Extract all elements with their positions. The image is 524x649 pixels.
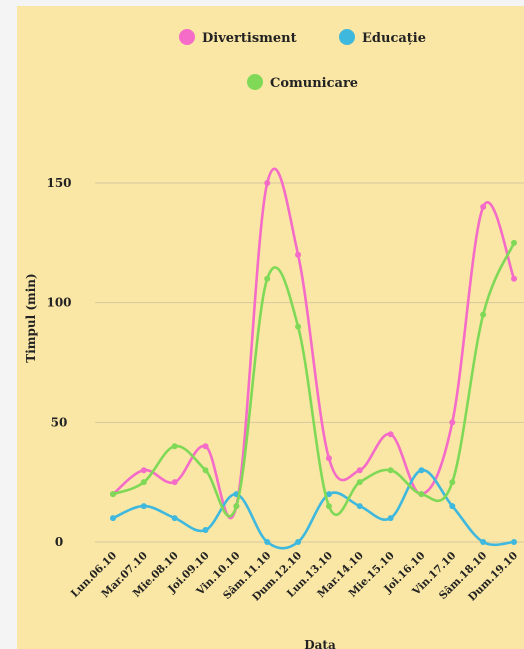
- data-point: [140, 479, 147, 486]
- data-point: [387, 515, 394, 522]
- series-line-educa-ie: [111, 468, 516, 550]
- data-point: [264, 539, 271, 545]
- data-point: [449, 479, 456, 486]
- data-point: [511, 539, 517, 545]
- y-tick-label: 0: [55, 535, 63, 549]
- data-point: [110, 491, 116, 498]
- data-point: [356, 503, 363, 510]
- y-tick-label: 50: [51, 415, 68, 429]
- series-comunicare: [110, 239, 517, 518]
- data-point: [356, 479, 363, 486]
- legend-item-divertisment: Divertisment: [179, 29, 297, 46]
- data-point: [171, 443, 178, 450]
- data-point: [295, 251, 302, 258]
- x-axis-ticks: Lun.06.10Mar.07.10Mie.08.10Joi.09.10Vin.…: [69, 550, 520, 604]
- legend-swatch: [247, 74, 263, 90]
- data-point: [171, 515, 178, 522]
- series-line-comunicare: [111, 241, 516, 518]
- data-point: [264, 180, 271, 186]
- data-point: [418, 467, 425, 474]
- chart-card: Divertisment Educație Comunicare 0 50 100 150…: [17, 6, 524, 649]
- y-tick-label: 100: [46, 296, 71, 310]
- y-tick-label: 150: [46, 176, 71, 190]
- data-point: [449, 503, 456, 510]
- legend-label: Comunicare: [270, 76, 358, 91]
- series-divertisment: [110, 167, 517, 520]
- data-point: [356, 467, 363, 474]
- data-point: [202, 527, 209, 534]
- data-point: [325, 455, 332, 462]
- data-point: [202, 467, 209, 474]
- legend-label: Divertisment: [202, 31, 297, 46]
- data-point: [295, 539, 302, 545]
- series-layer: [110, 167, 517, 550]
- series-line-divertisment: [111, 167, 516, 520]
- grid-lines: [95, 182, 524, 543]
- legend-label: Educație: [362, 31, 426, 46]
- legend-item-educa-ie: Educație: [339, 29, 426, 46]
- data-point: [202, 443, 209, 450]
- data-point: [387, 431, 394, 438]
- data-point: [418, 491, 425, 498]
- data-point: [511, 275, 517, 282]
- data-point: [325, 491, 332, 498]
- y-axis-ticks: 0 50 100 150: [46, 176, 71, 549]
- data-point: [480, 311, 487, 318]
- line-chart: Divertisment Educație Comunicare 0 50 100 150…: [24, 29, 524, 649]
- data-point: [511, 239, 517, 246]
- y-axis-label: Timpul (min): [24, 273, 38, 362]
- x-axis-label: Data: [304, 638, 336, 649]
- legend-swatch: [339, 29, 355, 45]
- data-point: [480, 539, 487, 545]
- data-point: [325, 503, 332, 510]
- data-point: [387, 467, 394, 474]
- data-point: [449, 419, 456, 426]
- legend-item-comunicare: Comunicare: [247, 74, 358, 91]
- data-point: [110, 515, 116, 522]
- data-point: [233, 503, 240, 510]
- data-point: [480, 203, 487, 210]
- data-point: [140, 467, 147, 474]
- legend-swatch: [179, 29, 195, 45]
- legend: Divertisment Educație Comunicare: [179, 29, 426, 91]
- data-point: [264, 275, 271, 282]
- data-point: [140, 503, 147, 510]
- series-educa-ie: [110, 467, 517, 550]
- data-point: [171, 479, 178, 486]
- data-point: [295, 323, 302, 330]
